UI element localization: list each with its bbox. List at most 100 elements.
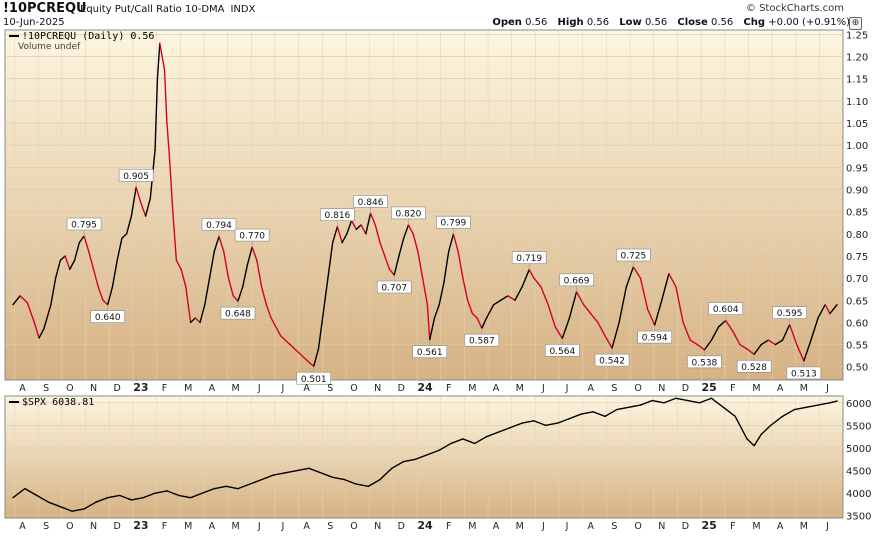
peak-label-box bbox=[234, 228, 270, 242]
series-segment bbox=[462, 438, 476, 445]
x-tick-label: N bbox=[658, 521, 665, 532]
x-tick-label: J bbox=[541, 383, 545, 394]
series-segment bbox=[547, 303, 556, 328]
x-tick-label: D bbox=[682, 521, 689, 532]
series-segment bbox=[646, 308, 656, 326]
peak-label: 0.794 bbox=[206, 221, 232, 231]
x-tick-label: J bbox=[257, 521, 261, 532]
series-segment bbox=[331, 226, 339, 244]
series-segment bbox=[452, 233, 459, 253]
series-segment bbox=[497, 426, 511, 433]
series-segment bbox=[447, 233, 455, 253]
series-segment bbox=[746, 438, 755, 447]
peak-label-box bbox=[637, 330, 672, 344]
peak-label-box bbox=[412, 345, 448, 358]
x-tick-label: F bbox=[730, 383, 735, 394]
description-text: Equity Put/Call Ratio 10-DMA bbox=[80, 4, 225, 15]
series-segment bbox=[796, 343, 805, 362]
series-segment bbox=[710, 397, 725, 408]
x-tick-label: M bbox=[752, 383, 760, 394]
series-segment bbox=[379, 241, 386, 257]
peak-label: 0.725 bbox=[620, 252, 646, 262]
series-segment bbox=[568, 291, 578, 319]
series-segment bbox=[260, 286, 268, 306]
series-segment bbox=[590, 312, 599, 324]
x-tick-label: F bbox=[730, 521, 735, 532]
y-tick-label: 1.25 bbox=[846, 30, 868, 41]
series-segment bbox=[793, 406, 807, 411]
x-tick-label: S bbox=[43, 383, 49, 394]
peak-label: 0.820 bbox=[396, 209, 422, 219]
x-tick-label: M bbox=[516, 383, 524, 394]
x-tick-label: J bbox=[541, 521, 545, 532]
series-segment bbox=[213, 485, 227, 490]
series-segment bbox=[521, 420, 535, 424]
series-segment bbox=[725, 319, 734, 332]
legend-volume: Volume undef bbox=[18, 42, 81, 52]
series-segment bbox=[180, 268, 187, 288]
series-segment bbox=[810, 317, 819, 341]
peak-label: 0.538 bbox=[692, 358, 718, 368]
brand-label[interactable]: © StockCharts.com bbox=[745, 3, 844, 14]
series-segment bbox=[237, 286, 244, 302]
series-segment bbox=[774, 339, 784, 346]
series-segment bbox=[668, 272, 677, 288]
zoom-icon[interactable]: ⊕ bbox=[849, 17, 862, 30]
y-tick-label: 1.00 bbox=[846, 141, 868, 152]
legend-swatch-spx bbox=[9, 401, 19, 403]
series-segment bbox=[374, 224, 381, 244]
series-segment bbox=[651, 399, 665, 404]
series-segment bbox=[260, 474, 275, 481]
x-tick-label: A bbox=[587, 521, 594, 532]
series-segment bbox=[33, 321, 40, 339]
series-segment bbox=[545, 422, 559, 427]
series-segment bbox=[204, 277, 211, 306]
series-segment bbox=[346, 219, 353, 235]
peak-label: 0.587 bbox=[469, 337, 495, 347]
x-tick-label: M bbox=[231, 521, 239, 532]
series-segment bbox=[533, 420, 547, 427]
peak-label: 0.669 bbox=[564, 276, 590, 286]
series-segment bbox=[47, 501, 62, 508]
peak-label-box bbox=[616, 248, 651, 262]
series-segment bbox=[289, 343, 296, 350]
series-segment bbox=[116, 237, 123, 262]
x-tick-label: F bbox=[162, 383, 167, 394]
series-segment bbox=[604, 334, 613, 349]
x-tick-label: J bbox=[825, 383, 829, 394]
series-segment bbox=[54, 259, 62, 279]
series-segment bbox=[753, 343, 762, 356]
x-tick-label: F bbox=[446, 521, 451, 532]
x-tick-label: 24 bbox=[417, 381, 433, 394]
y-tick-label: 0.70 bbox=[846, 274, 868, 285]
peak-label: 0.564 bbox=[549, 347, 575, 357]
series-segment bbox=[69, 259, 76, 270]
peak-label: 0.719 bbox=[516, 254, 542, 264]
series-segment bbox=[414, 454, 429, 460]
x-tick-label: M bbox=[184, 383, 192, 394]
series-segment bbox=[64, 255, 71, 270]
x-tick-label: S bbox=[327, 383, 333, 394]
series-segment bbox=[438, 281, 445, 306]
series-segment bbox=[653, 299, 663, 326]
x-tick-label: A bbox=[303, 521, 310, 532]
series-segment bbox=[388, 268, 395, 276]
series-segment bbox=[350, 219, 358, 231]
main-series bbox=[12, 42, 838, 367]
series-segment bbox=[107, 494, 121, 499]
series-segment bbox=[223, 250, 230, 279]
series-segment bbox=[421, 277, 429, 306]
series-segment bbox=[218, 235, 225, 253]
series-segment bbox=[308, 361, 315, 367]
series-segment bbox=[95, 496, 109, 503]
series-segment bbox=[59, 506, 73, 512]
series-segment bbox=[402, 458, 417, 463]
series-segment bbox=[313, 348, 320, 367]
peak-label-box bbox=[376, 280, 412, 294]
series-segment bbox=[142, 492, 156, 499]
series-segment bbox=[88, 250, 95, 270]
x-tick-label: O bbox=[66, 521, 73, 532]
series-segment bbox=[232, 295, 239, 302]
series-segment bbox=[336, 226, 343, 244]
chart-description: Equity Put/Call Ratio 10-DMA INDX bbox=[80, 4, 255, 15]
